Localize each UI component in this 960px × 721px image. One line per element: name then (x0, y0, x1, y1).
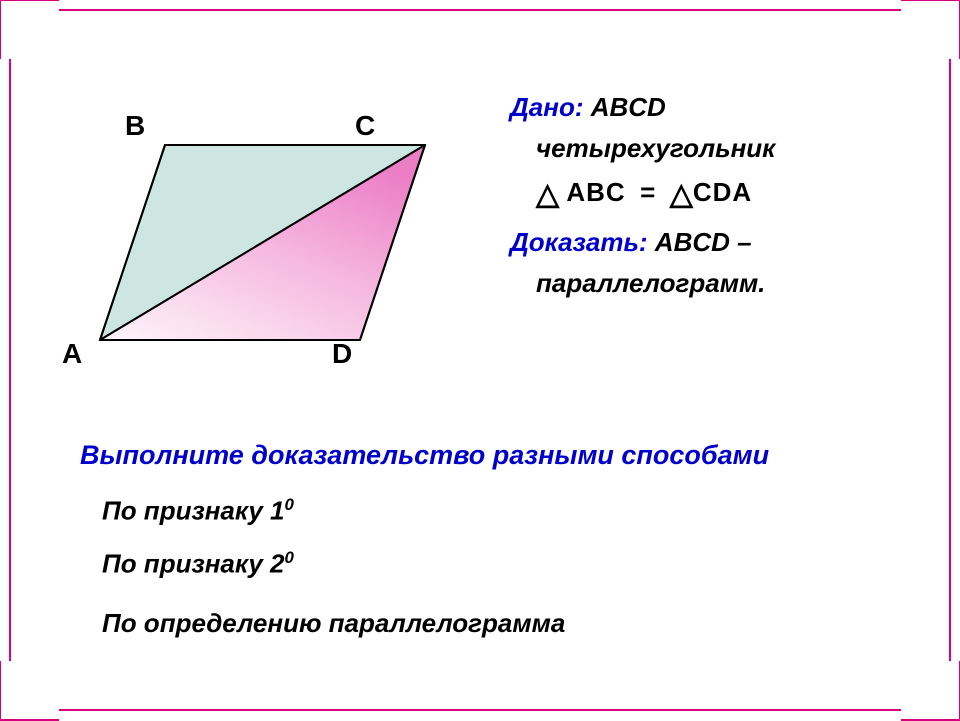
parallelogram-diagram (60, 115, 460, 375)
proof-option-1: По признаку 10 (102, 495, 294, 527)
option-sup: 0 (285, 548, 294, 567)
option-text: По признаку 2 (102, 549, 285, 579)
keyword-prove: Доказать: (510, 227, 648, 257)
prove-line-1: Доказать: ABCD – (510, 225, 910, 260)
given-prove-block: Дано: ABCD четырехугольник △ ABC = △CDA … (510, 90, 910, 307)
frame-corner (0, 0, 59, 59)
vertex-label-B: В (125, 110, 145, 142)
triangle-cda: CDA (693, 177, 752, 207)
keyword-given: Дано: (510, 92, 583, 122)
proof-option-3: По определению параллелограмма (102, 608, 565, 639)
frame-corner (901, 0, 960, 59)
triangle-icon: △ (670, 178, 693, 211)
vertex-label-A: А (62, 338, 82, 370)
vertex-label-D: D (332, 338, 352, 370)
task-instruction: Выполните доказательство разными способа… (80, 440, 769, 471)
frame-corner (901, 661, 960, 721)
prove-text: ABCD – (655, 227, 752, 257)
triangle-icon: △ (536, 178, 559, 211)
triangle-abc: ABC (566, 177, 625, 207)
given-text: ABCD (591, 92, 666, 122)
option-sup: 0 (285, 495, 294, 514)
prove-line-2: параллелограмм. (536, 266, 910, 301)
proof-option-2: По признаку 20 (102, 548, 294, 580)
option-text: По признаку 1 (102, 496, 285, 526)
equals-sign: = (640, 177, 655, 207)
frame-corner (0, 661, 59, 721)
given-line-1: Дано: ABCD (510, 90, 910, 125)
given-line-2: четырехугольник (536, 131, 910, 166)
triangle-equality: △ ABC = △CDA (536, 172, 910, 213)
vertex-label-C: С (355, 110, 375, 142)
